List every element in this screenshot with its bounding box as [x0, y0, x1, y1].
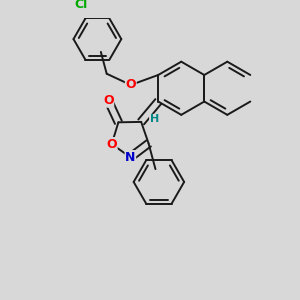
Text: N: N [125, 151, 136, 164]
Text: O: O [106, 138, 117, 151]
Text: H: H [150, 114, 159, 124]
Text: O: O [103, 94, 114, 107]
Text: Cl: Cl [74, 0, 87, 11]
Text: O: O [125, 79, 136, 92]
